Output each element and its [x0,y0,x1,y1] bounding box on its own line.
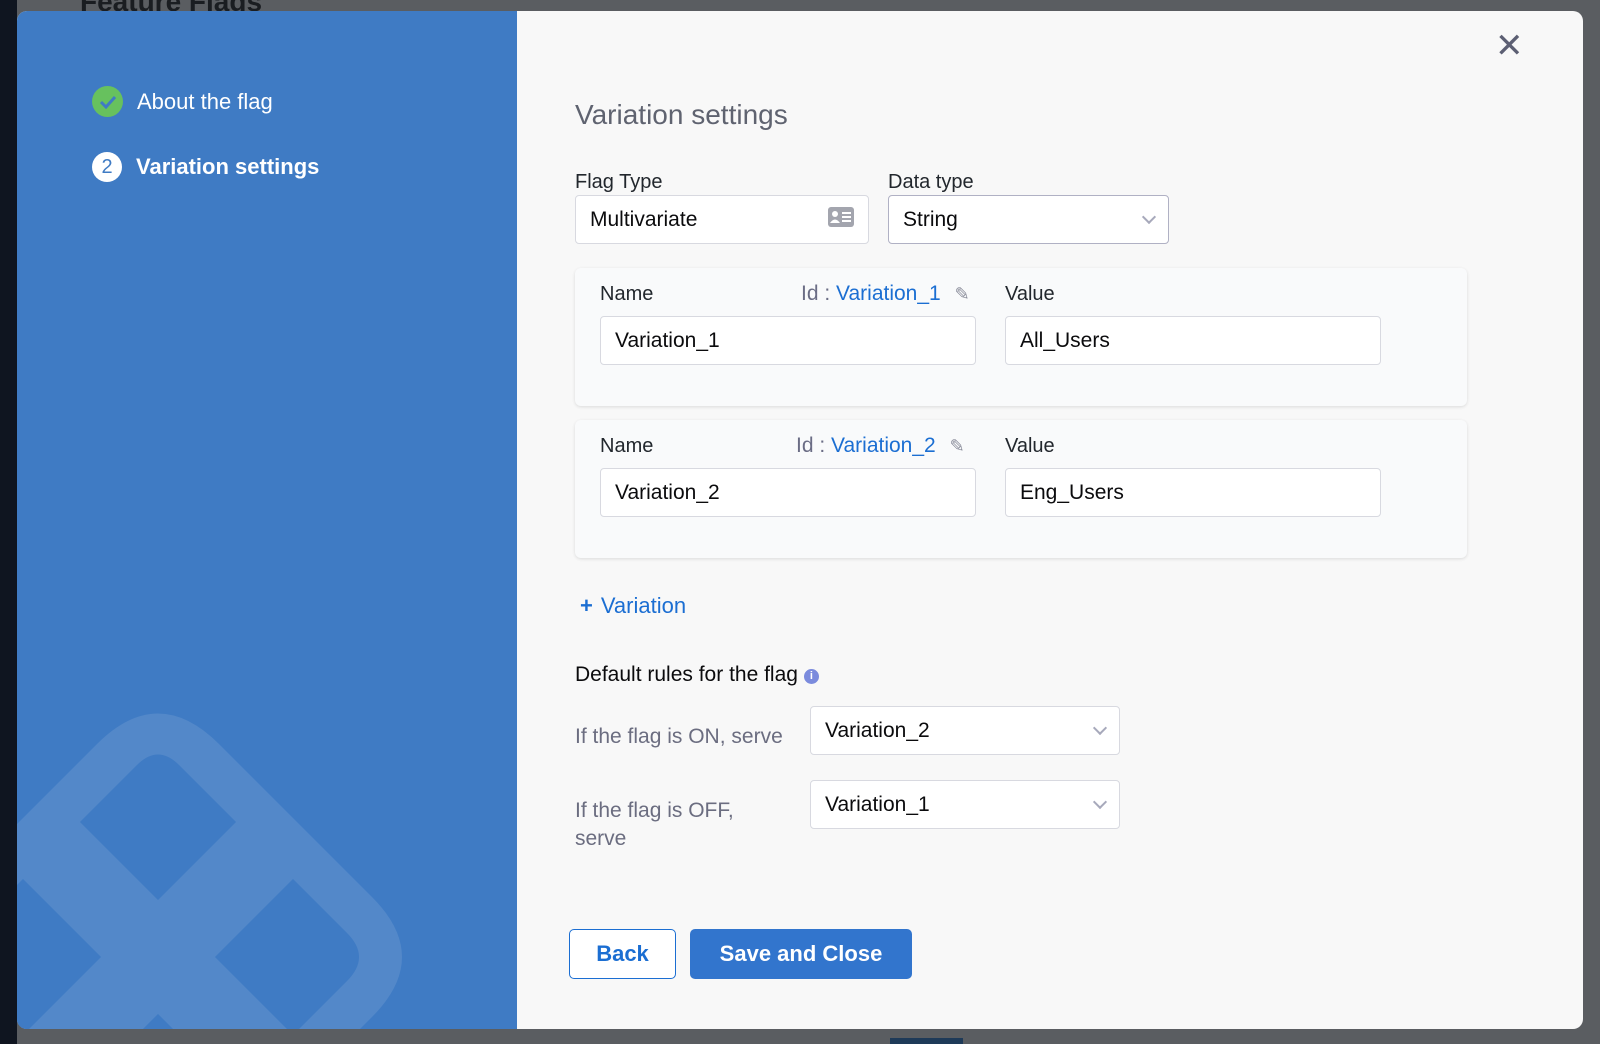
close-icon[interactable]: ✕ [1495,27,1524,65]
variation-id: Id : Variation_2 ✎ [796,434,965,458]
chevron-down-icon [1141,209,1157,224]
chevron-down-icon [1092,720,1108,735]
logo-hole-left [17,879,101,1029]
background-sidebar [0,0,17,1044]
variation-card: Name Id : Variation_1 ✎ Variation_1 Valu… [575,268,1467,406]
pencil-icon[interactable]: ✎ [949,436,965,456]
add-variation-label: Variation [600,593,687,618]
variation-card: Name Id : Variation_2 ✎ Variation_2 Valu… [575,420,1467,558]
variation-id: Id : Variation_1 ✎ [801,282,970,306]
form-panel: ✕ Variation settings Flag Type Multivari… [517,11,1583,1029]
off-serve-select[interactable]: Variation_1 [810,780,1120,829]
logo-hole-top [80,754,236,900]
default-rules-title: Default rules for the flag [575,663,798,686]
default-rules-heading: Default rules for the flag i [575,663,819,687]
id-card-icon [828,206,854,233]
wizard-step-label: About the flag [137,88,273,114]
on-serve-value: Variation_2 [825,718,930,742]
data-type-select[interactable]: String [888,195,1169,244]
id-label: Id : [796,434,826,457]
form-title: Variation settings [575,99,788,130]
variation-value-input[interactable]: All_Users [1005,316,1381,365]
info-icon[interactable]: i [803,669,819,684]
variation-name-input[interactable]: Variation_2 [600,468,976,517]
flag-type-value: Multivariate [590,207,698,231]
data-type-label: Data type [888,171,974,193]
variation-name-label: Name [600,283,654,305]
variation-value-label: Value [1005,283,1055,305]
data-type-value: String [903,207,958,231]
off-serve-value: Variation_1 [825,792,930,816]
variation-name-input[interactable]: Variation_1 [600,316,976,365]
id-value: Variation_1 [836,282,941,305]
variation-name-label: Name [600,435,654,457]
flag-type-label: Flag Type [575,171,663,193]
create-flag-modal: About the flag 2 Variation settings ✕ Va… [17,11,1583,1029]
variation-value-input[interactable]: Eng_Users [1005,468,1381,517]
logo-hole-bottom [143,1014,173,1029]
chevron-down-icon [1092,794,1108,809]
brand-logo-watermark [17,713,402,1029]
pencil-icon[interactable]: ✎ [954,284,970,304]
add-variation-button[interactable]: + Variation [580,593,686,619]
plus-icon: + [580,593,593,618]
variation-value-label: Value [1005,435,1055,457]
wizard-sidebar: About the flag 2 Variation settings [17,11,517,1029]
on-serve-select[interactable]: Variation_2 [810,706,1120,755]
logo-hole-right [215,879,359,1029]
wizard-step-label: Variation settings [136,154,320,179]
back-button[interactable]: Back [569,929,676,979]
id-label: Id : [801,282,831,305]
wizard-step-about[interactable]: About the flag [92,86,273,117]
off-serve-label: If the flag is OFF, serve [575,799,734,850]
background-tab [890,1038,963,1044]
on-serve-label: If the flag is ON, serve [575,725,783,748]
check-circle-icon [92,86,123,117]
wizard-step-variation-settings[interactable]: 2 Variation settings [92,152,319,182]
step-number-badge: 2 [92,152,122,182]
id-value: Variation_2 [831,434,936,457]
flag-type-field[interactable]: Multivariate [575,195,869,244]
save-and-close-button[interactable]: Save and Close [690,929,912,979]
